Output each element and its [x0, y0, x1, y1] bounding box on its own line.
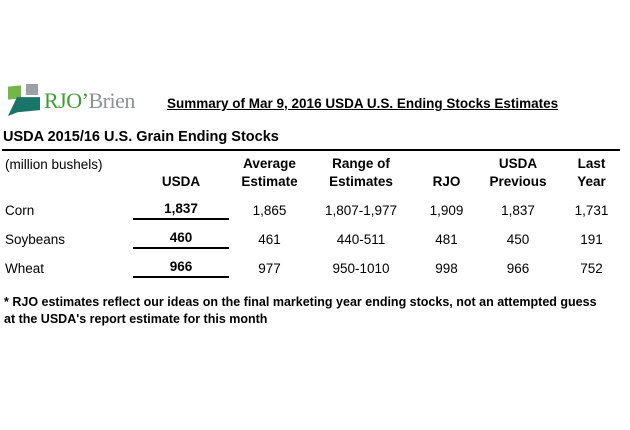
- section-title: USDA 2015/16 U.S. Grain Ending Stocks: [3, 129, 279, 145]
- usda-value: 1,837: [133, 201, 229, 220]
- usda-value-cell: 460: [130, 225, 232, 254]
- table-row-wheat: Wheat 966 977 950-1010 998 966 752: [0, 254, 625, 283]
- table-row-corn: Corn 1,837 1,865 1,807-1,977 1,909 1,837…: [0, 196, 625, 225]
- average-estimate-cell: 461: [258, 232, 281, 247]
- commodity-label: Soybeans: [5, 232, 66, 247]
- logo-wordmark: RJO’Brien: [44, 88, 135, 114]
- unit-label: (million bushels): [5, 157, 103, 172]
- col-header-line2: Previous: [489, 174, 547, 190]
- col-header-line1: Range of: [332, 156, 390, 172]
- usda-value: 460: [133, 230, 229, 249]
- col-header-average-estimate: Average Estimate: [232, 154, 307, 196]
- last-year-cell: 752: [580, 261, 603, 276]
- range-of-estimates-cell: 950-1010: [332, 261, 390, 276]
- col-header-line1: USDA: [498, 156, 538, 172]
- usda-value-cell: 1,837: [130, 196, 232, 225]
- rjobrien-logo-icon: [8, 84, 40, 117]
- logo-icon-gray-square: [26, 84, 38, 95]
- table-header-row: (million bushels) USDA Average Estimate …: [0, 154, 625, 196]
- col-header-range-of-estimates: Range of Estimates: [307, 154, 415, 196]
- usda-previous-cell: 450: [506, 232, 530, 247]
- col-header-line1: Average: [243, 156, 296, 172]
- col-header-line2: Year: [577, 174, 606, 190]
- usda-value-cell: 966: [130, 254, 232, 283]
- document-title: Summary of Mar 9, 2016 USDA U.S. Ending …: [167, 96, 559, 111]
- logo-wordmark-brien: Brien: [88, 87, 135, 113]
- logo-wordmark-rjo: RJO’: [44, 87, 89, 113]
- section-divider-rule: [2, 149, 620, 151]
- usda-value: 966: [133, 259, 229, 278]
- table-row-soybeans: Soybeans 460 461 440-511 481 450 191: [0, 225, 625, 254]
- last-year-cell: 1,731: [574, 203, 609, 218]
- col-header-rjo: RJO: [415, 154, 478, 196]
- col-header-last-year: Last Year: [558, 154, 625, 196]
- average-estimate-cell: 977: [258, 261, 281, 276]
- col-header-line1: Last: [577, 156, 606, 172]
- ending-stocks-table: (million bushels) USDA Average Estimate …: [0, 154, 625, 283]
- rjobrien-logo: RJO’Brien: [8, 84, 135, 117]
- col-header-line2: RJO: [432, 174, 461, 190]
- rjo-footnote: * RJO estimates reflect our ideas on the…: [4, 295, 597, 326]
- rjo-cell: 998: [435, 261, 458, 276]
- usda-previous-cell: 1,837: [501, 203, 535, 218]
- usda-previous-cell: 966: [506, 261, 530, 276]
- rjo-cell: 1,909: [429, 203, 464, 218]
- range-of-estimates-cell: 1,807-1,977: [324, 203, 398, 218]
- commodity-label: Corn: [5, 203, 35, 218]
- col-header-line2: Estimates: [329, 174, 393, 190]
- average-estimate-cell: 1,865: [252, 203, 287, 218]
- commodity-label: Wheat: [5, 261, 45, 276]
- rjo-cell: 481: [435, 232, 458, 247]
- col-header-usda-previous: USDA Previous: [478, 154, 558, 196]
- col-header-usda: USDA: [130, 154, 232, 196]
- range-of-estimates-cell: 440-511: [336, 232, 386, 247]
- col-header-line2: Estimate: [241, 174, 298, 190]
- col-header-line2: USDA: [161, 174, 201, 190]
- last-year-cell: 191: [580, 232, 603, 247]
